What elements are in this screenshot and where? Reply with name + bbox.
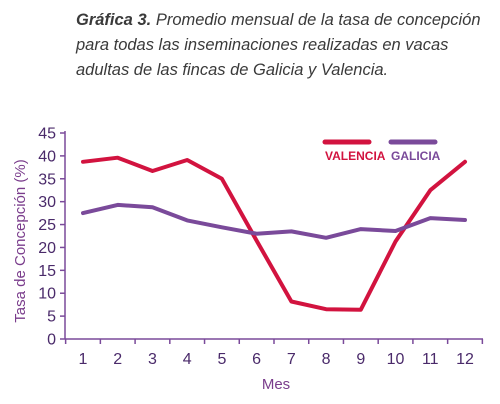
x-tick-label: 6 <box>252 351 261 368</box>
y-tick-label: 30 <box>38 194 56 211</box>
y-tick-label: 0 <box>47 332 56 349</box>
y-tick-label: 5 <box>47 309 56 326</box>
x-tick-label: 1 <box>79 351 88 368</box>
x-tick-label: 4 <box>183 351 192 368</box>
x-tick-label: 10 <box>387 351 405 368</box>
chart-title-prefix: Gráfica 3. <box>76 11 152 29</box>
x-tick-label: 2 <box>113 351 122 368</box>
x-tick-label: 9 <box>356 351 365 368</box>
y-tick-label: 25 <box>38 217 56 234</box>
y-tick-label: 20 <box>38 240 56 257</box>
chart-title-text: Promedio mensual de la tasa de concepció… <box>76 11 481 79</box>
y-axis-title: Tasa de Concepción (%) <box>12 159 29 322</box>
x-tick-label: 7 <box>287 351 296 368</box>
chart-title: Gráfica 3. Promedio mensual de la tasa d… <box>76 8 486 83</box>
x-tick-label: 5 <box>217 351 226 368</box>
y-tick-label: 40 <box>38 148 56 165</box>
legend: VALENCIA GALICIA <box>322 139 441 163</box>
y-tick-label: 15 <box>38 263 56 280</box>
y-tick-label: 10 <box>38 286 56 303</box>
series-line-galicia <box>81 202 467 240</box>
x-tick-label: 11 <box>422 351 439 368</box>
legend-label-valencia: VALENCIA <box>325 149 386 163</box>
series-line-valencia <box>81 155 467 312</box>
x-tick-label: 12 <box>456 351 474 368</box>
y-tick-label: 35 <box>38 171 56 188</box>
x-tick-label: 3 <box>148 351 157 368</box>
x-axis-title: Mes <box>262 376 290 393</box>
series-layer <box>81 155 467 312</box>
x-tick-label: 8 <box>322 351 331 368</box>
legend-label-galicia: GALICIA <box>391 149 441 163</box>
y-tick-label: 45 <box>38 126 56 143</box>
